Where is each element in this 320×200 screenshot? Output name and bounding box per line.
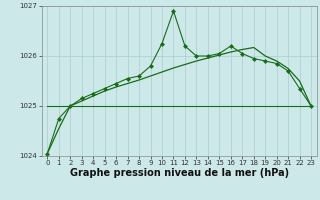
X-axis label: Graphe pression niveau de la mer (hPa): Graphe pression niveau de la mer (hPa): [70, 168, 289, 178]
